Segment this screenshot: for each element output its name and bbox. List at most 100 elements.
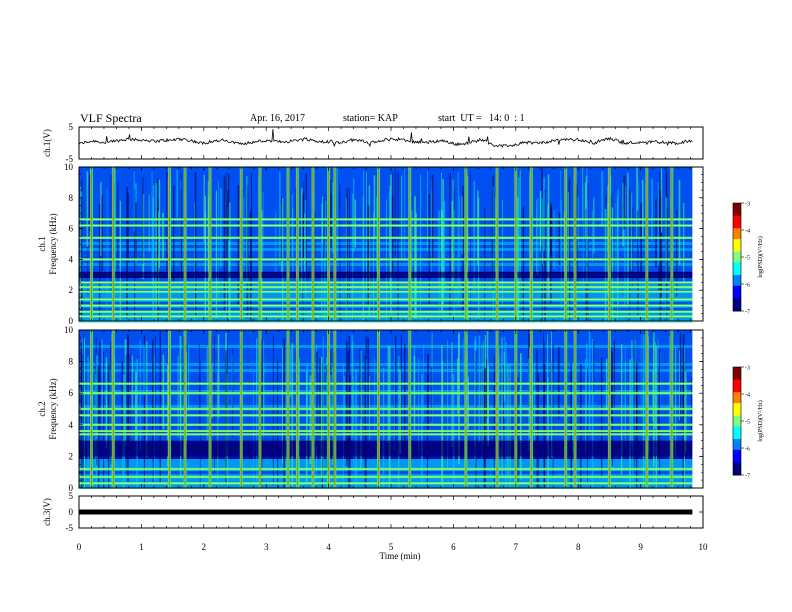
spectrogram-streak — [279, 173, 281, 229]
spectrogram-streak — [256, 339, 258, 488]
colorbar-segment — [733, 403, 741, 406]
colorbar-label: log(PSD)(V²/Hz) — [757, 400, 764, 441]
emission-band-core — [79, 433, 693, 435]
colorbar-segment — [733, 451, 741, 454]
spectrogram-streak — [528, 358, 530, 450]
colorbar-segment — [733, 442, 741, 445]
sferic-spike-core — [287, 167, 289, 321]
spectrogram-streak — [568, 179, 571, 321]
spectrogram-row — [79, 399, 693, 402]
colorbar-segment — [733, 370, 741, 373]
spectrogram-row — [79, 456, 693, 459]
y-tick-label: 4 — [69, 420, 74, 430]
ch2-colorbar: -3 -4 -5 -6 -7 log(PSD)(V²/Hz) — [732, 366, 764, 480]
spectrogram-streak — [484, 367, 487, 488]
spectrogram-streak — [475, 350, 477, 488]
spectrogram-row — [79, 284, 693, 287]
spectrogram-streak — [600, 357, 603, 478]
spectrogram-streak — [418, 358, 420, 454]
colorbar-tick-label: -5 — [745, 256, 750, 262]
spectrogram-streak — [592, 210, 594, 263]
spectrogram-streak — [459, 196, 460, 286]
colorbar-segment — [733, 208, 741, 211]
y-axis-label-channel: ch.1 — [37, 236, 47, 251]
spectrogram-streak — [109, 371, 111, 488]
colorbar-segment — [733, 448, 741, 451]
spectrogram-streak — [121, 361, 124, 440]
spectrogram-streak — [456, 358, 459, 414]
ch2-spectrogram-panel: 0 2 4 6 8 10 ch.2 Frequency (kHz) — [37, 325, 704, 493]
colorbar-segment — [733, 257, 741, 260]
spectrogram-streak — [585, 358, 586, 454]
colorbar-segment — [733, 383, 741, 386]
spectrogram-streak — [679, 350, 681, 420]
spectrogram-streak — [89, 174, 91, 232]
y-tick-label: 6 — [69, 388, 74, 398]
spectrogram-streak — [304, 199, 307, 298]
spectrogram-streak — [151, 172, 153, 284]
spectrogram-streak — [277, 359, 279, 488]
colorbar-segment — [733, 233, 741, 236]
sferic-spike-core — [496, 167, 498, 321]
spectrogram-streak — [97, 365, 100, 488]
colorbar-segment — [733, 222, 741, 226]
y-tick-label: 2 — [69, 285, 74, 295]
spectrogram-row — [79, 420, 693, 423]
spectrogram-streak — [438, 210, 440, 289]
x-tick-label: 3 — [264, 542, 269, 552]
spectrogram-streak — [339, 184, 341, 321]
spectrogram-row — [79, 239, 693, 242]
colorbar-segment — [733, 230, 741, 233]
spectrogram-streak — [467, 376, 469, 430]
sferic-spike-core — [296, 330, 298, 488]
spectrogram-streak — [539, 190, 542, 239]
y-tick-label: 4 — [69, 254, 74, 264]
spectrogram-streak — [336, 168, 338, 262]
spectrogram-row — [79, 330, 693, 333]
spectrogram-streak — [560, 170, 562, 258]
spectrogram-streak — [231, 354, 233, 408]
spectrogram-streak — [633, 345, 635, 470]
spectrogram-streak — [228, 202, 231, 321]
spectrogram-streak — [272, 335, 274, 486]
colorbar-segment — [733, 473, 741, 476]
spectrogram-streak — [283, 338, 286, 488]
spectrogram-row — [79, 206, 693, 209]
spectrogram-streak — [481, 344, 483, 460]
spectrogram-row — [79, 269, 693, 272]
spectrogram-streak — [194, 172, 197, 318]
spectrogram-streak — [691, 377, 692, 432]
spectrogram-streak — [126, 186, 128, 319]
spectrogram-streak — [125, 354, 127, 471]
spectrogram-streak — [203, 174, 205, 243]
colorbar-segment — [733, 302, 741, 305]
sferic-spike-core — [378, 167, 380, 321]
spectrogram-streak — [103, 352, 105, 488]
colorbar-tick-label: -6 — [745, 447, 750, 453]
colorbar-segment — [733, 381, 741, 384]
spectrogram-streak — [352, 340, 354, 436]
spectrogram-row — [79, 260, 693, 263]
spectrogram-streak — [227, 174, 230, 241]
quiet-band — [79, 271, 693, 278]
sferic-spike-core — [515, 330, 517, 488]
spectrogram-streak — [152, 339, 154, 483]
colorbar-segment — [733, 374, 741, 377]
spectrogram-streak — [502, 199, 503, 307]
y-tick-label: 0 — [69, 483, 74, 493]
spectrogram-streak — [582, 185, 584, 295]
spectrogram-row — [79, 254, 693, 257]
spectrogram-streak — [660, 168, 663, 233]
spectrogram-row — [79, 393, 693, 396]
colorbar-segment — [733, 206, 741, 209]
spectrogram-streak — [319, 357, 321, 439]
ch1-waveform-line — [78, 129, 693, 149]
spectrogram-row — [79, 287, 693, 290]
sferic-spike-core — [496, 330, 498, 488]
spectrogram-streak — [401, 175, 403, 259]
spectrogram-streak — [180, 180, 182, 321]
spectrogram-streak — [478, 335, 481, 443]
spectrogram-row — [79, 248, 693, 251]
spectrogram-row — [79, 251, 693, 254]
y-tick-label: 5 — [69, 122, 74, 132]
